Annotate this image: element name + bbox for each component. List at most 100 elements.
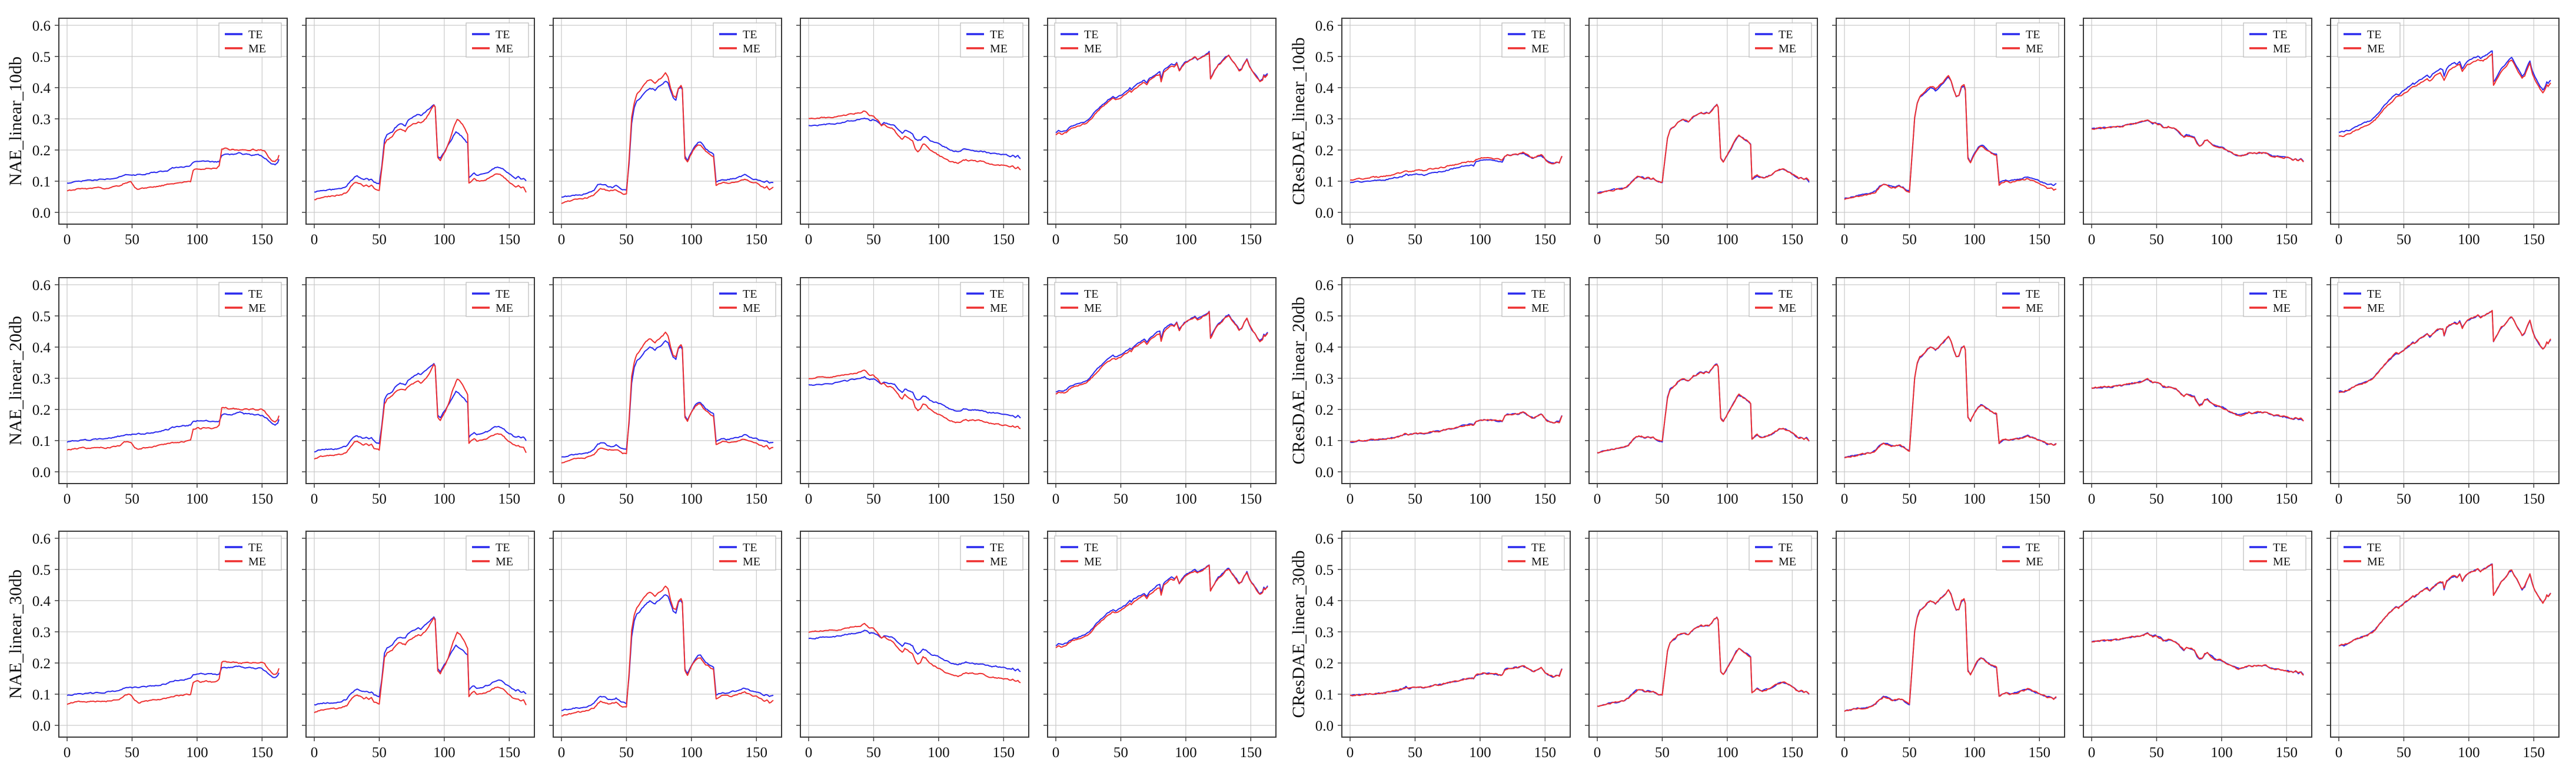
x-tick-label: 0 (311, 491, 318, 507)
y-tick-label: 0.4 (32, 340, 51, 356)
grid-lines (2331, 278, 2559, 484)
axis-ticks (2079, 538, 2288, 741)
me-line (1350, 411, 1563, 442)
plot-border (1047, 277, 1277, 484)
plot-border (553, 531, 782, 738)
te-line (561, 340, 774, 458)
me-line (1597, 364, 1810, 454)
subplot-NAE-row2-col0: 0 50 100 150 0.0 0.1 0.2 0.3 0.4 0.5 0.6 NAE_linear… (6, 531, 288, 761)
me-line (561, 331, 774, 464)
x-tick-label: 0 (805, 745, 813, 761)
x-tick-label: 0 (2088, 745, 2096, 761)
x-tick-label: 150 (1534, 232, 1557, 248)
me-line (314, 617, 527, 714)
x-tick-label: 0 (2335, 232, 2343, 248)
te-line (67, 665, 280, 697)
legend-te-label: TE (1531, 541, 1545, 554)
me-line (2091, 632, 2304, 676)
grid-lines (2083, 18, 2312, 224)
legend-te-label: TE (2273, 541, 2287, 554)
legend-te-label: TE (496, 541, 510, 554)
y-tick-label: 0.0 (1315, 718, 1334, 734)
legend-me-label: ME (2273, 42, 2291, 55)
legend-me-label: ME (2367, 555, 2385, 568)
subplot-CResDAE-row0-col0: 0 50 100 150 0.0 0.1 0.2 0.3 0.4 0.5 0.6 CResDAE_li… (1289, 18, 1571, 248)
grid-lines (1589, 531, 1817, 737)
legend-te-label: TE (743, 541, 757, 554)
x-tick-label: 100 (2458, 745, 2480, 761)
legend-te-label: TE (496, 28, 510, 41)
x-tick-label: 50 (1114, 232, 1128, 248)
x-tick-label: 150 (2029, 232, 2051, 248)
legend-box (2337, 22, 2401, 58)
me-line (1597, 617, 1810, 707)
axis-ticks (796, 284, 1005, 488)
legend-te-label: TE (248, 541, 262, 554)
x-tick-label: 100 (680, 491, 703, 507)
y-tick-label: 0.3 (32, 112, 51, 128)
y-tick-label: 0.5 (32, 49, 51, 65)
x-tick-label: 100 (1716, 232, 1739, 248)
y-tick-label: 0.2 (1315, 143, 1334, 159)
plot-border (58, 18, 288, 225)
legend-box (1501, 22, 1565, 58)
y-tick-label: 0.4 (1315, 81, 1334, 96)
y-tick-label: 0.2 (32, 402, 51, 418)
x-tick-label: 0 (1347, 491, 1354, 507)
te-line (1597, 617, 1810, 707)
me-line (1597, 104, 1810, 194)
legend-me-label: ME (496, 555, 513, 568)
plot-border (1341, 531, 1571, 738)
subplot-NAE-row1-col0: 0 50 100 150 0.0 0.1 0.2 0.3 0.4 0.5 0.6 NAE_linear… (6, 277, 288, 507)
axis-ticks (1338, 284, 1546, 488)
me-line (67, 661, 280, 705)
legend-box (960, 535, 1023, 571)
x-tick-label: 50 (1408, 745, 1422, 761)
x-tick-label: 100 (2458, 232, 2480, 248)
x-tick-label: 0 (311, 232, 318, 248)
plot-border (800, 18, 1029, 225)
te-line (808, 629, 1021, 672)
plot-border (305, 277, 535, 484)
legend-box (466, 282, 529, 317)
legend-box (713, 535, 776, 571)
me-line (561, 72, 774, 204)
x-tick-label: 50 (2149, 745, 2164, 761)
x-tick-label: 50 (1655, 745, 1670, 761)
grid-lines (2331, 18, 2559, 224)
legend-me-label: ME (1779, 302, 1796, 315)
legend-te-label: TE (2273, 288, 2287, 301)
axis-ticks (1832, 25, 2040, 228)
te-line (67, 152, 280, 184)
x-tick-label: 50 (1902, 491, 1917, 507)
x-tick-label: 150 (1534, 745, 1557, 761)
x-tick-label: 0 (1594, 491, 1601, 507)
axis-ticks (55, 25, 263, 228)
x-tick-label: 0 (64, 491, 71, 507)
x-tick-label: 50 (619, 232, 634, 248)
y-tick-label: 0.0 (32, 465, 51, 481)
x-tick-label: 50 (619, 491, 634, 507)
legend-me-label: ME (990, 302, 1008, 315)
me-line (2091, 378, 2304, 422)
legend-me-label: ME (2026, 302, 2043, 315)
legend-me-label: ME (1531, 302, 1549, 315)
x-tick-label: 150 (1240, 232, 1262, 248)
axis-ticks (55, 538, 263, 741)
